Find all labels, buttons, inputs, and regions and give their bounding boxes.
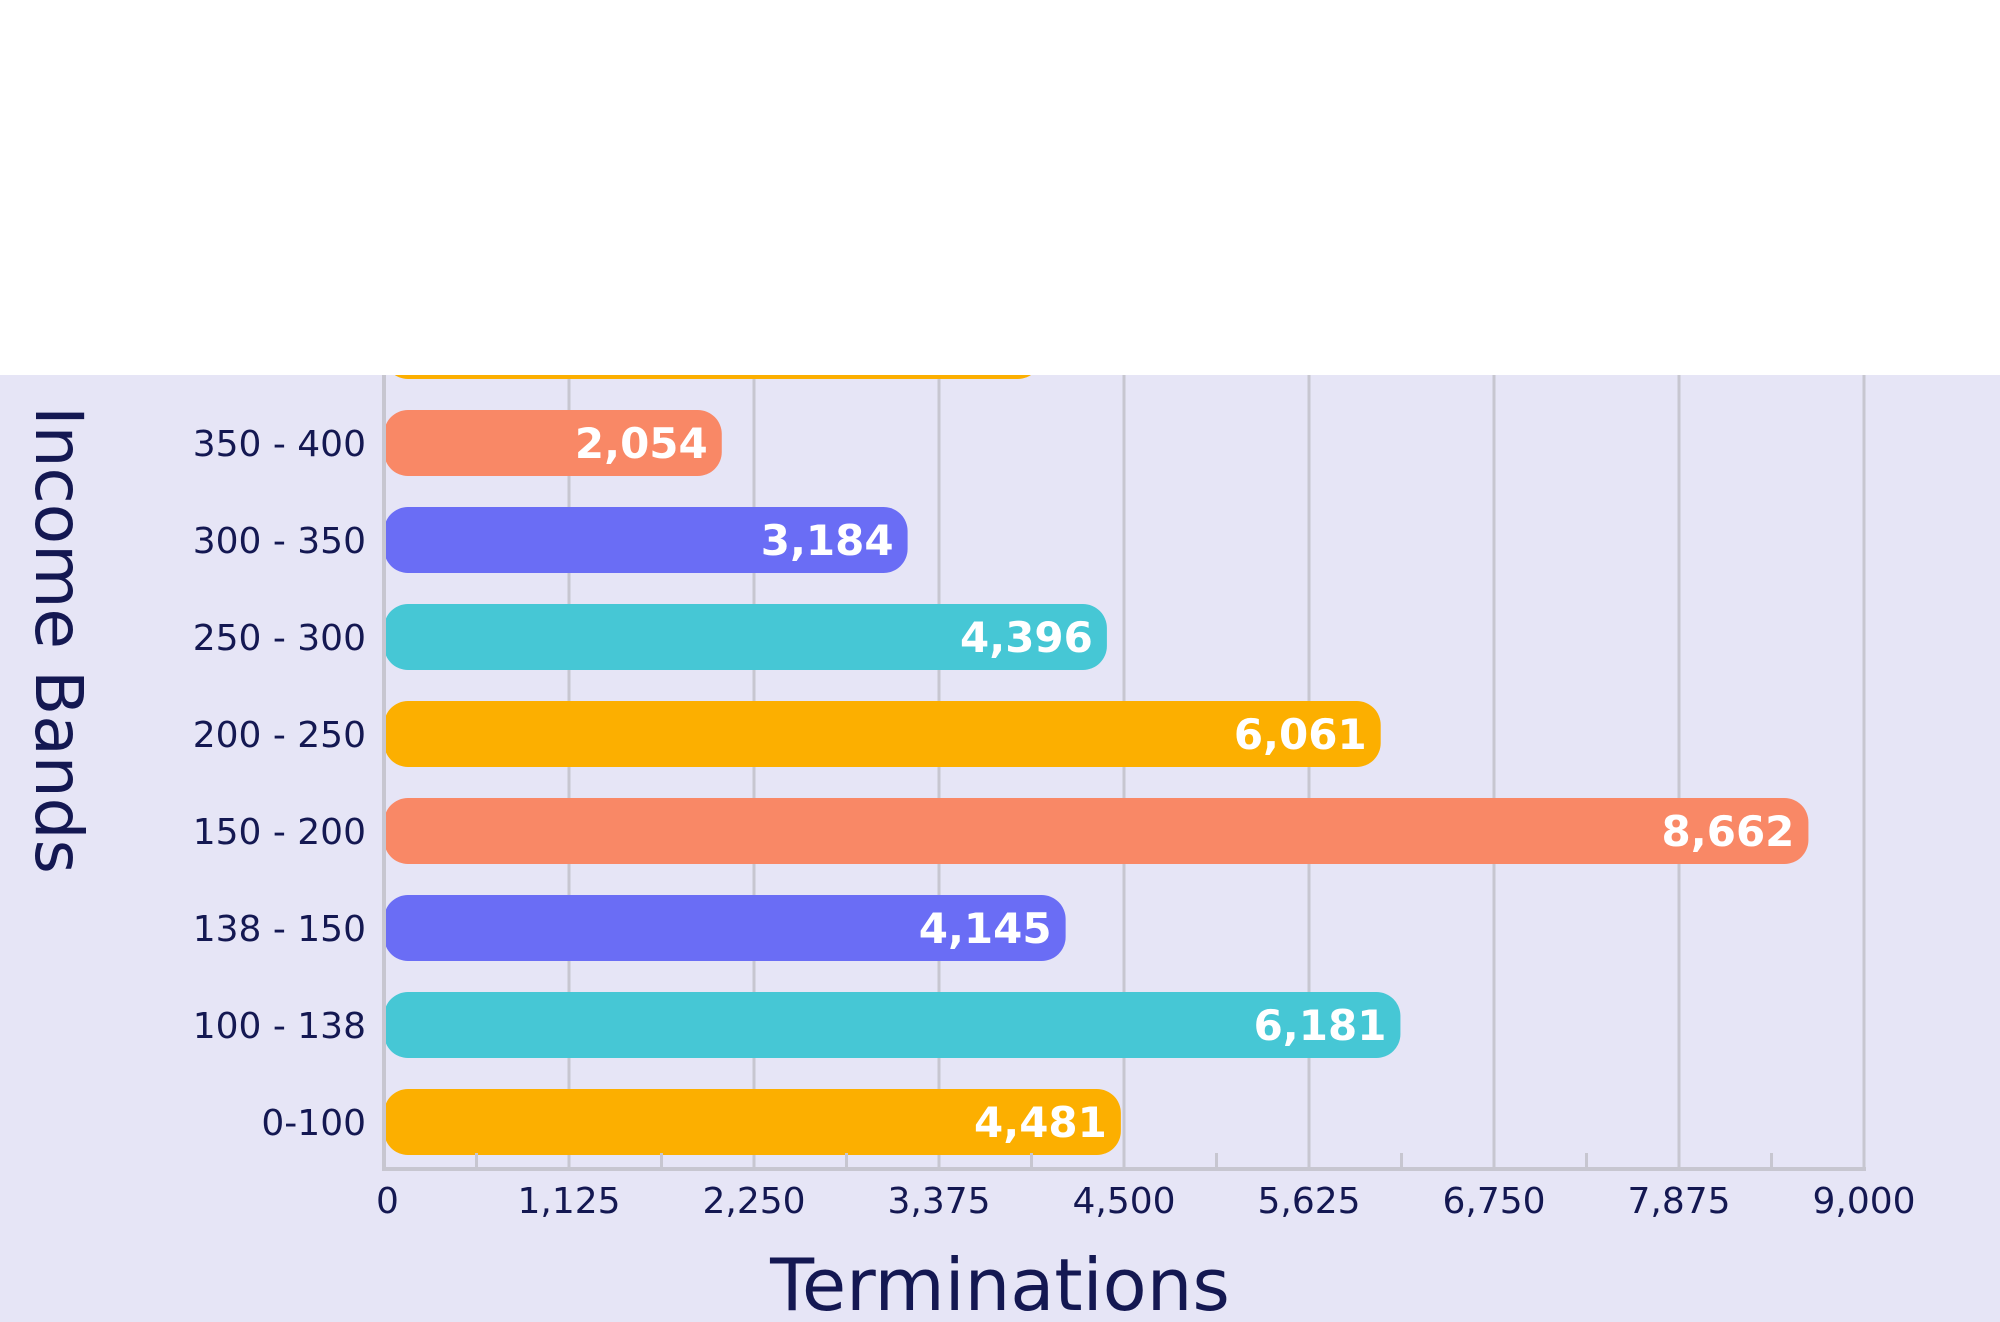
- bar-value-label: 4,145: [919, 904, 1052, 953]
- category-label: 150 - 200: [193, 812, 366, 853]
- category-label: 250 - 300: [193, 618, 366, 659]
- x-tick-label: 4,500: [1072, 1181, 1175, 1222]
- blank-header-area: [0, 0, 2000, 375]
- category-labels: 350 - 400 300 - 350 250 - 300 200 - 250 150 …: [193, 424, 366, 1144]
- bars: 2,054 3,184 4,396 6,061 8,662 4,145 6,181 4,481: [384, 375, 1809, 1155]
- bar-value-label: 4,396: [960, 613, 1093, 662]
- x-tick-label: 1,125: [517, 1181, 620, 1222]
- category-label: 100 - 138: [193, 1006, 366, 1047]
- category-label: 200 - 250: [193, 715, 366, 756]
- bar-value-label: 6,061: [1234, 710, 1367, 759]
- x-tick-label: 5,625: [1257, 1181, 1360, 1222]
- x-axis-title: Terminations: [769, 1243, 1230, 1322]
- bar-chart: 2,054 3,184 4,396 6,061 8,662 4,145 6,181 4,481…: [20, 375, 1916, 1322]
- x-tick-label: 0: [376, 1181, 399, 1222]
- bar-value-label: 6,181: [1254, 1001, 1387, 1050]
- bar: [384, 1089, 1121, 1155]
- x-tick-label: 6,750: [1442, 1181, 1545, 1222]
- x-tick-label: 9,000: [1812, 1181, 1915, 1222]
- x-tick-label: 2,250: [702, 1181, 805, 1222]
- bar-value-label: 4,481: [974, 1098, 1107, 1147]
- bar-value-label: 2,054: [575, 419, 708, 468]
- bar: [384, 410, 722, 476]
- category-label: 300 - 350: [193, 521, 366, 562]
- x-tick-label: 3,375: [887, 1181, 990, 1222]
- bar: [384, 798, 1809, 864]
- x-tick-label: 7,875: [1627, 1181, 1730, 1222]
- category-label: 0-100: [261, 1103, 366, 1144]
- bar-value-label: 3,184: [761, 516, 894, 565]
- category-label: 138 - 150: [193, 909, 366, 950]
- bar: [384, 992, 1401, 1058]
- bar: [384, 507, 908, 573]
- bar: [384, 701, 1381, 767]
- y-axis-title: Income Bands: [20, 406, 97, 874]
- bar: [384, 604, 1107, 670]
- category-label: 350 - 400: [193, 424, 366, 465]
- x-axis: 0 1,125 2,250 3,375 4,500 5,625 6,750 7,875 9,00…: [376, 375, 1916, 1222]
- bar: [384, 895, 1066, 961]
- chart-panel: 2,054 3,184 4,396 6,061 8,662 4,145 6,181 4,481…: [0, 375, 2000, 1322]
- bar-value-label: 8,662: [1662, 807, 1795, 856]
- bar-partial-top: [394, 375, 1032, 379]
